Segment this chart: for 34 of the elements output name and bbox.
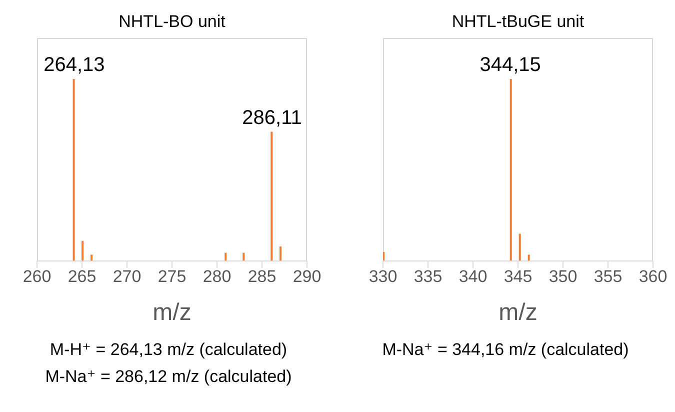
x-tick-label: 335 <box>414 267 442 286</box>
text: M-Na⁺ = 344,16 m/z (calculated) <box>381 339 630 361</box>
chart-title: NHTL-BO unit <box>118 12 226 32</box>
x-tick-label: 265 <box>68 267 96 286</box>
bar <box>518 234 521 261</box>
bar <box>90 254 93 261</box>
text: M-Na⁺ = 286,12 m/z (calculated) <box>44 366 293 388</box>
annotation: 344,15 <box>480 54 541 76</box>
annotation: 264,13 <box>44 54 105 76</box>
chart-title: NHTL-tBuGE unit <box>450 12 586 32</box>
x-tick-label: 350 <box>548 267 578 286</box>
bar <box>280 246 282 261</box>
x-axis-title: m/z <box>498 299 538 326</box>
x-tick-label: 355 <box>594 267 622 286</box>
bar <box>72 79 75 261</box>
text: M-H⁺ = 264,13 m/z (calculated) <box>48 339 288 361</box>
bar <box>510 79 512 261</box>
x-tick-label: 275 <box>158 267 186 286</box>
annotation: 286,11 <box>242 106 302 129</box>
x-tick-label: 330 <box>368 267 398 286</box>
x-tick-label: 340 <box>458 267 488 286</box>
x-axis-title: m/z <box>152 299 192 326</box>
x-tick-label: 280 <box>202 267 232 286</box>
x-tick-label: 360 <box>638 267 668 286</box>
x-tick-label: 285 <box>248 267 276 286</box>
x-tick-label: 270 <box>112 267 142 286</box>
bar <box>224 252 227 261</box>
x-tick-label: 260 <box>22 267 52 286</box>
bar <box>242 252 245 261</box>
x-tick-label: 290 <box>292 267 322 286</box>
bar <box>528 254 530 261</box>
bar <box>270 132 273 261</box>
bar <box>82 240 84 261</box>
x-tick-label: 345 <box>504 267 532 286</box>
